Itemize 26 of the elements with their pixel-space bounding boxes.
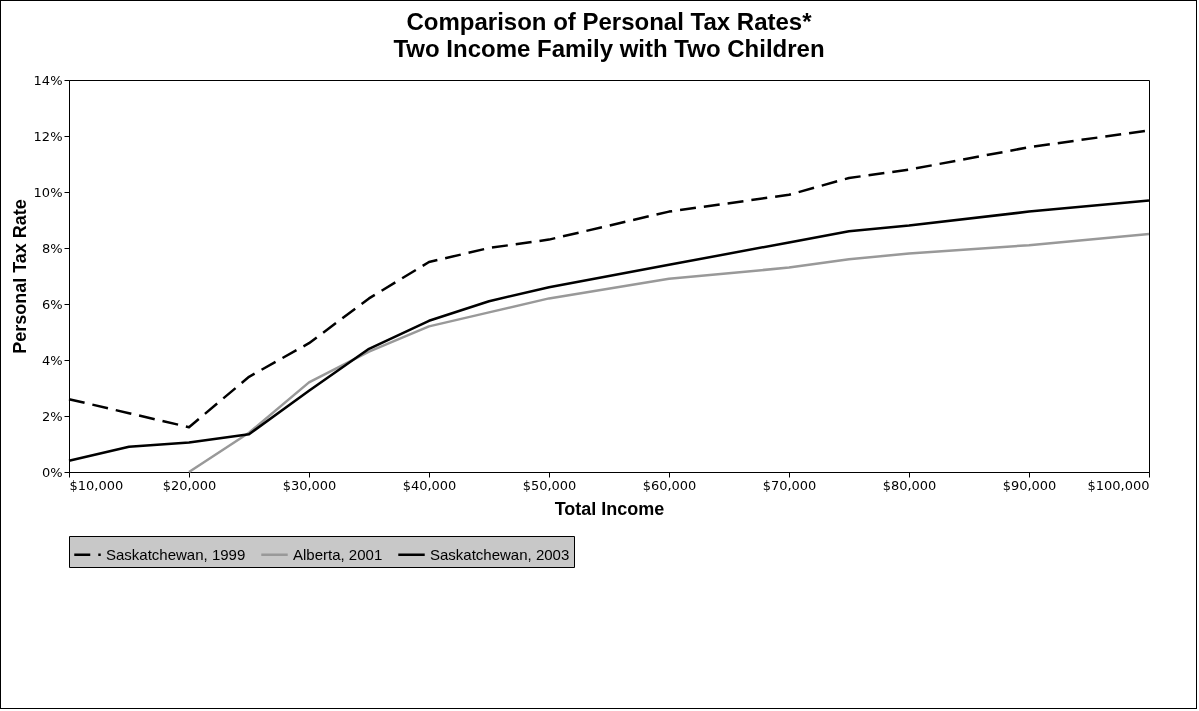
- x-tick-label: $30,000: [282, 477, 337, 493]
- line-series: [187, 232, 1151, 474]
- y-tick-label: 6%: [41, 296, 63, 312]
- legend-label: Saskatchewan, 2003: [430, 545, 570, 563]
- y-tick-label: 4%: [41, 352, 63, 368]
- chart-title: Comparison of Personal Tax Rates*: [406, 8, 813, 35]
- y-tick-label: 2%: [41, 408, 63, 424]
- x-tick-label: $90,000: [1002, 477, 1057, 493]
- y-tick-label: 10%: [33, 184, 63, 200]
- x-tick-label: $50,000: [522, 477, 577, 493]
- chart-subtitle: Two Income Family with Two Children: [393, 35, 825, 62]
- x-tick-label: $20,000: [162, 477, 217, 493]
- x-tick-label: $70,000: [762, 477, 817, 493]
- x-tick-label: $80,000: [882, 477, 937, 493]
- y-tick-label: 0%: [41, 464, 63, 480]
- x-tick-label: $100,000: [1087, 477, 1150, 493]
- y-tick-label: 12%: [33, 128, 63, 144]
- legend-label: Alberta, 2001: [293, 545, 383, 563]
- y-tick-label: 14%: [33, 72, 63, 88]
- legend-label: Saskatchewan, 1999: [106, 545, 246, 563]
- y-axis-title: Personal Tax Rate: [9, 199, 30, 354]
- x-tick-label: $10,000: [69, 477, 124, 493]
- x-tick-label: $40,000: [402, 477, 457, 493]
- y-tick-label: 8%: [41, 240, 63, 256]
- x-tick-label: $60,000: [642, 477, 697, 493]
- x-axis-title: Total Income: [554, 498, 665, 519]
